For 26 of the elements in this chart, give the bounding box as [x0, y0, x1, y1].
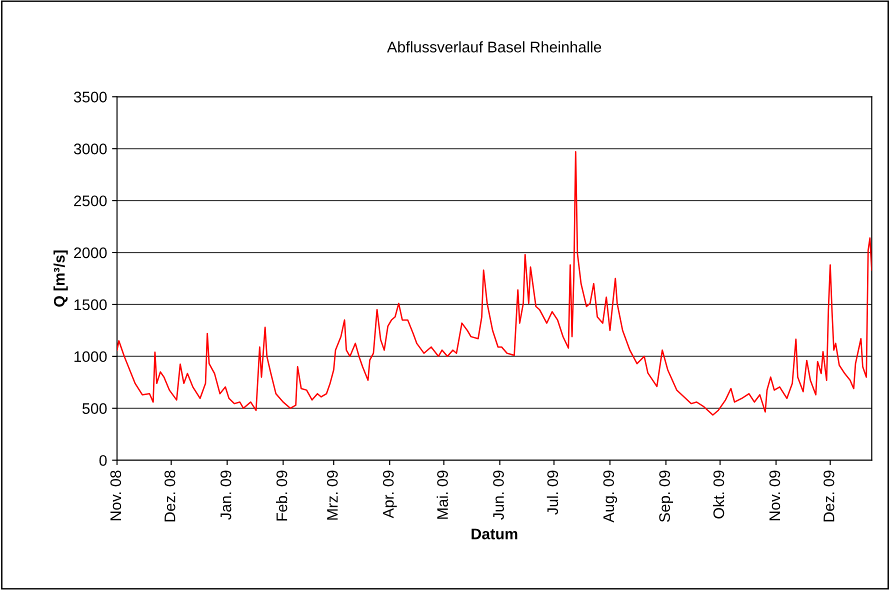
x-tick-label: Jul. 09	[546, 470, 558, 515]
x-axis-title: Datum	[472, 528, 518, 540]
y-tick-label: 3500	[74, 92, 107, 102]
y-axis-title: Q [m³/s]	[54, 250, 68, 307]
y-tick-label: 1500	[74, 299, 107, 310]
line-series	[117, 151, 872, 416]
x-tick-label: Jan. 09	[220, 470, 232, 520]
x-tick-label: Okt. 09	[712, 470, 724, 518]
x-tick-label: Feb. 09	[276, 470, 288, 520]
x-tick-label: Sep. 09	[659, 470, 674, 522]
y-tick-label: 2000	[74, 247, 107, 258]
x-tick-label: Mrz. 09	[326, 470, 338, 520]
x-tick-label: Apr. 09	[382, 470, 397, 518]
x-tick-label: Nov. 09	[769, 470, 780, 520]
y-tick-label: 1000	[74, 351, 107, 362]
x-tick-label: Jun. 09	[493, 470, 504, 520]
y-tick-label: 500	[82, 403, 107, 414]
y-tick-label: 3000	[74, 144, 107, 154]
x-tick-label: Dez. 09	[824, 470, 834, 522]
x-tick-label: Dez. 08	[164, 470, 176, 522]
y-tick-label: 2500	[74, 195, 107, 206]
x-tick-label: Mai. 09	[436, 470, 448, 519]
x-tick-label: Nov. 08	[110, 470, 122, 520]
chart-title: Abflussverlauf Basel Rheinhalle	[387, 41, 602, 52]
y-tick-label: 0	[99, 455, 107, 466]
x-tick-label: Aug. 09	[603, 470, 618, 523]
